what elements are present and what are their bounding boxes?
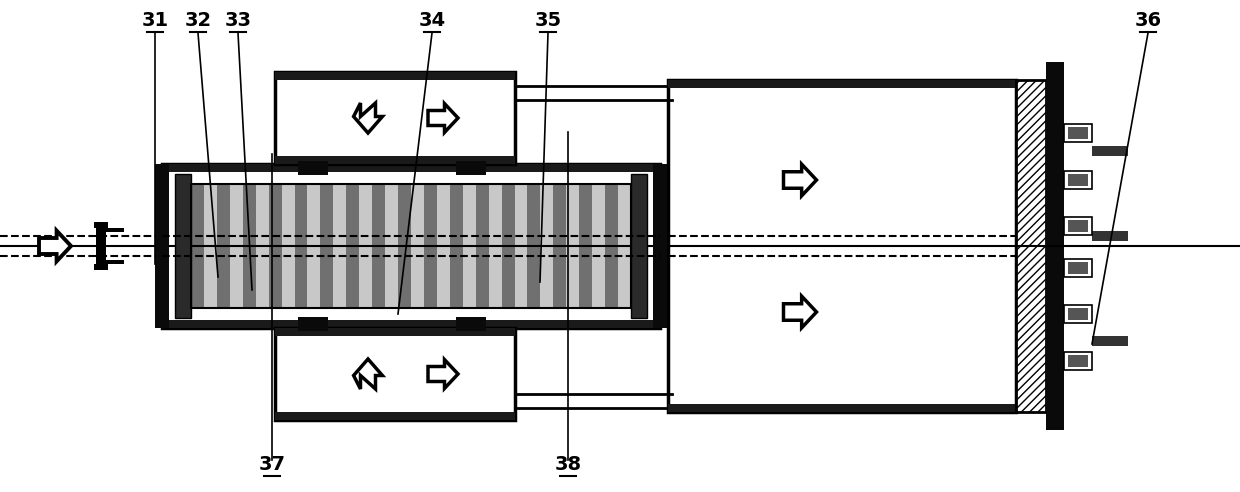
Bar [175,174,191,318]
Polygon shape [38,231,71,261]
Bar [1064,217,1092,235]
Bar [476,184,489,308]
Bar [94,264,108,270]
Bar [155,164,169,328]
Bar [295,184,308,308]
Bar [191,184,203,308]
Bar [1064,124,1092,142]
Text: 35: 35 [534,11,562,30]
Bar [593,184,605,308]
Bar [631,174,647,318]
Bar [275,72,515,164]
Text: 31: 31 [141,11,169,30]
Text: 34: 34 [418,11,445,30]
Text: 33: 33 [224,11,252,30]
Text: 38: 38 [554,455,582,474]
Bar [567,184,579,308]
Bar [631,174,647,318]
Bar [95,224,105,268]
Bar [398,184,410,308]
Bar [162,320,660,328]
Bar [105,228,124,232]
Bar [346,184,360,308]
Polygon shape [353,359,382,389]
Bar [320,184,334,308]
Polygon shape [428,104,458,132]
Bar [618,184,631,308]
Polygon shape [784,164,816,196]
Bar [386,184,398,308]
Bar [668,80,1016,412]
Bar [1068,127,1087,139]
Bar [1064,305,1092,323]
Bar [527,184,541,308]
Bar [653,164,667,328]
Text: 32: 32 [185,11,212,30]
Bar [94,222,108,228]
Bar [1068,262,1087,274]
Polygon shape [428,360,458,388]
Bar [450,184,463,308]
Bar [217,184,229,308]
Bar [298,317,329,331]
Bar [1064,352,1092,370]
Bar [243,184,255,308]
Bar [515,184,527,308]
Bar [203,184,217,308]
Bar [275,412,515,420]
Bar [436,184,450,308]
Bar [275,156,515,164]
Polygon shape [353,103,382,133]
Bar [191,184,631,308]
Bar [269,184,281,308]
Bar [255,184,269,308]
Bar [360,184,372,308]
Bar [1016,80,1047,412]
Bar [308,184,320,308]
Bar [162,164,660,328]
Bar [175,174,191,318]
Bar [105,260,124,264]
Bar [463,184,476,308]
Bar [541,184,553,308]
Bar [605,184,618,308]
Bar [1064,259,1092,277]
Text: 37: 37 [258,455,285,474]
Bar [281,184,295,308]
Bar [553,184,567,308]
Text: 36: 36 [1135,11,1162,30]
Bar [372,184,386,308]
Bar [162,164,660,172]
Bar [1092,231,1128,241]
Bar [1068,308,1087,320]
Bar [1064,171,1092,189]
Bar [502,184,515,308]
Bar [579,184,593,308]
Polygon shape [784,296,816,328]
Bar [424,184,436,308]
Bar [229,184,243,308]
Bar [668,80,1016,88]
Bar [410,184,424,308]
Bar [1068,220,1087,232]
Bar [275,328,515,336]
Bar [275,72,515,80]
Bar [275,328,515,420]
Bar [456,161,486,175]
Bar [1047,62,1064,430]
Bar [1068,355,1087,367]
Bar [456,317,486,331]
Bar [489,184,502,308]
Bar [1068,174,1087,186]
Bar [298,161,329,175]
Bar [191,184,631,308]
Bar [334,184,346,308]
Bar [1092,336,1128,346]
Bar [668,404,1016,412]
Bar [1092,146,1128,156]
